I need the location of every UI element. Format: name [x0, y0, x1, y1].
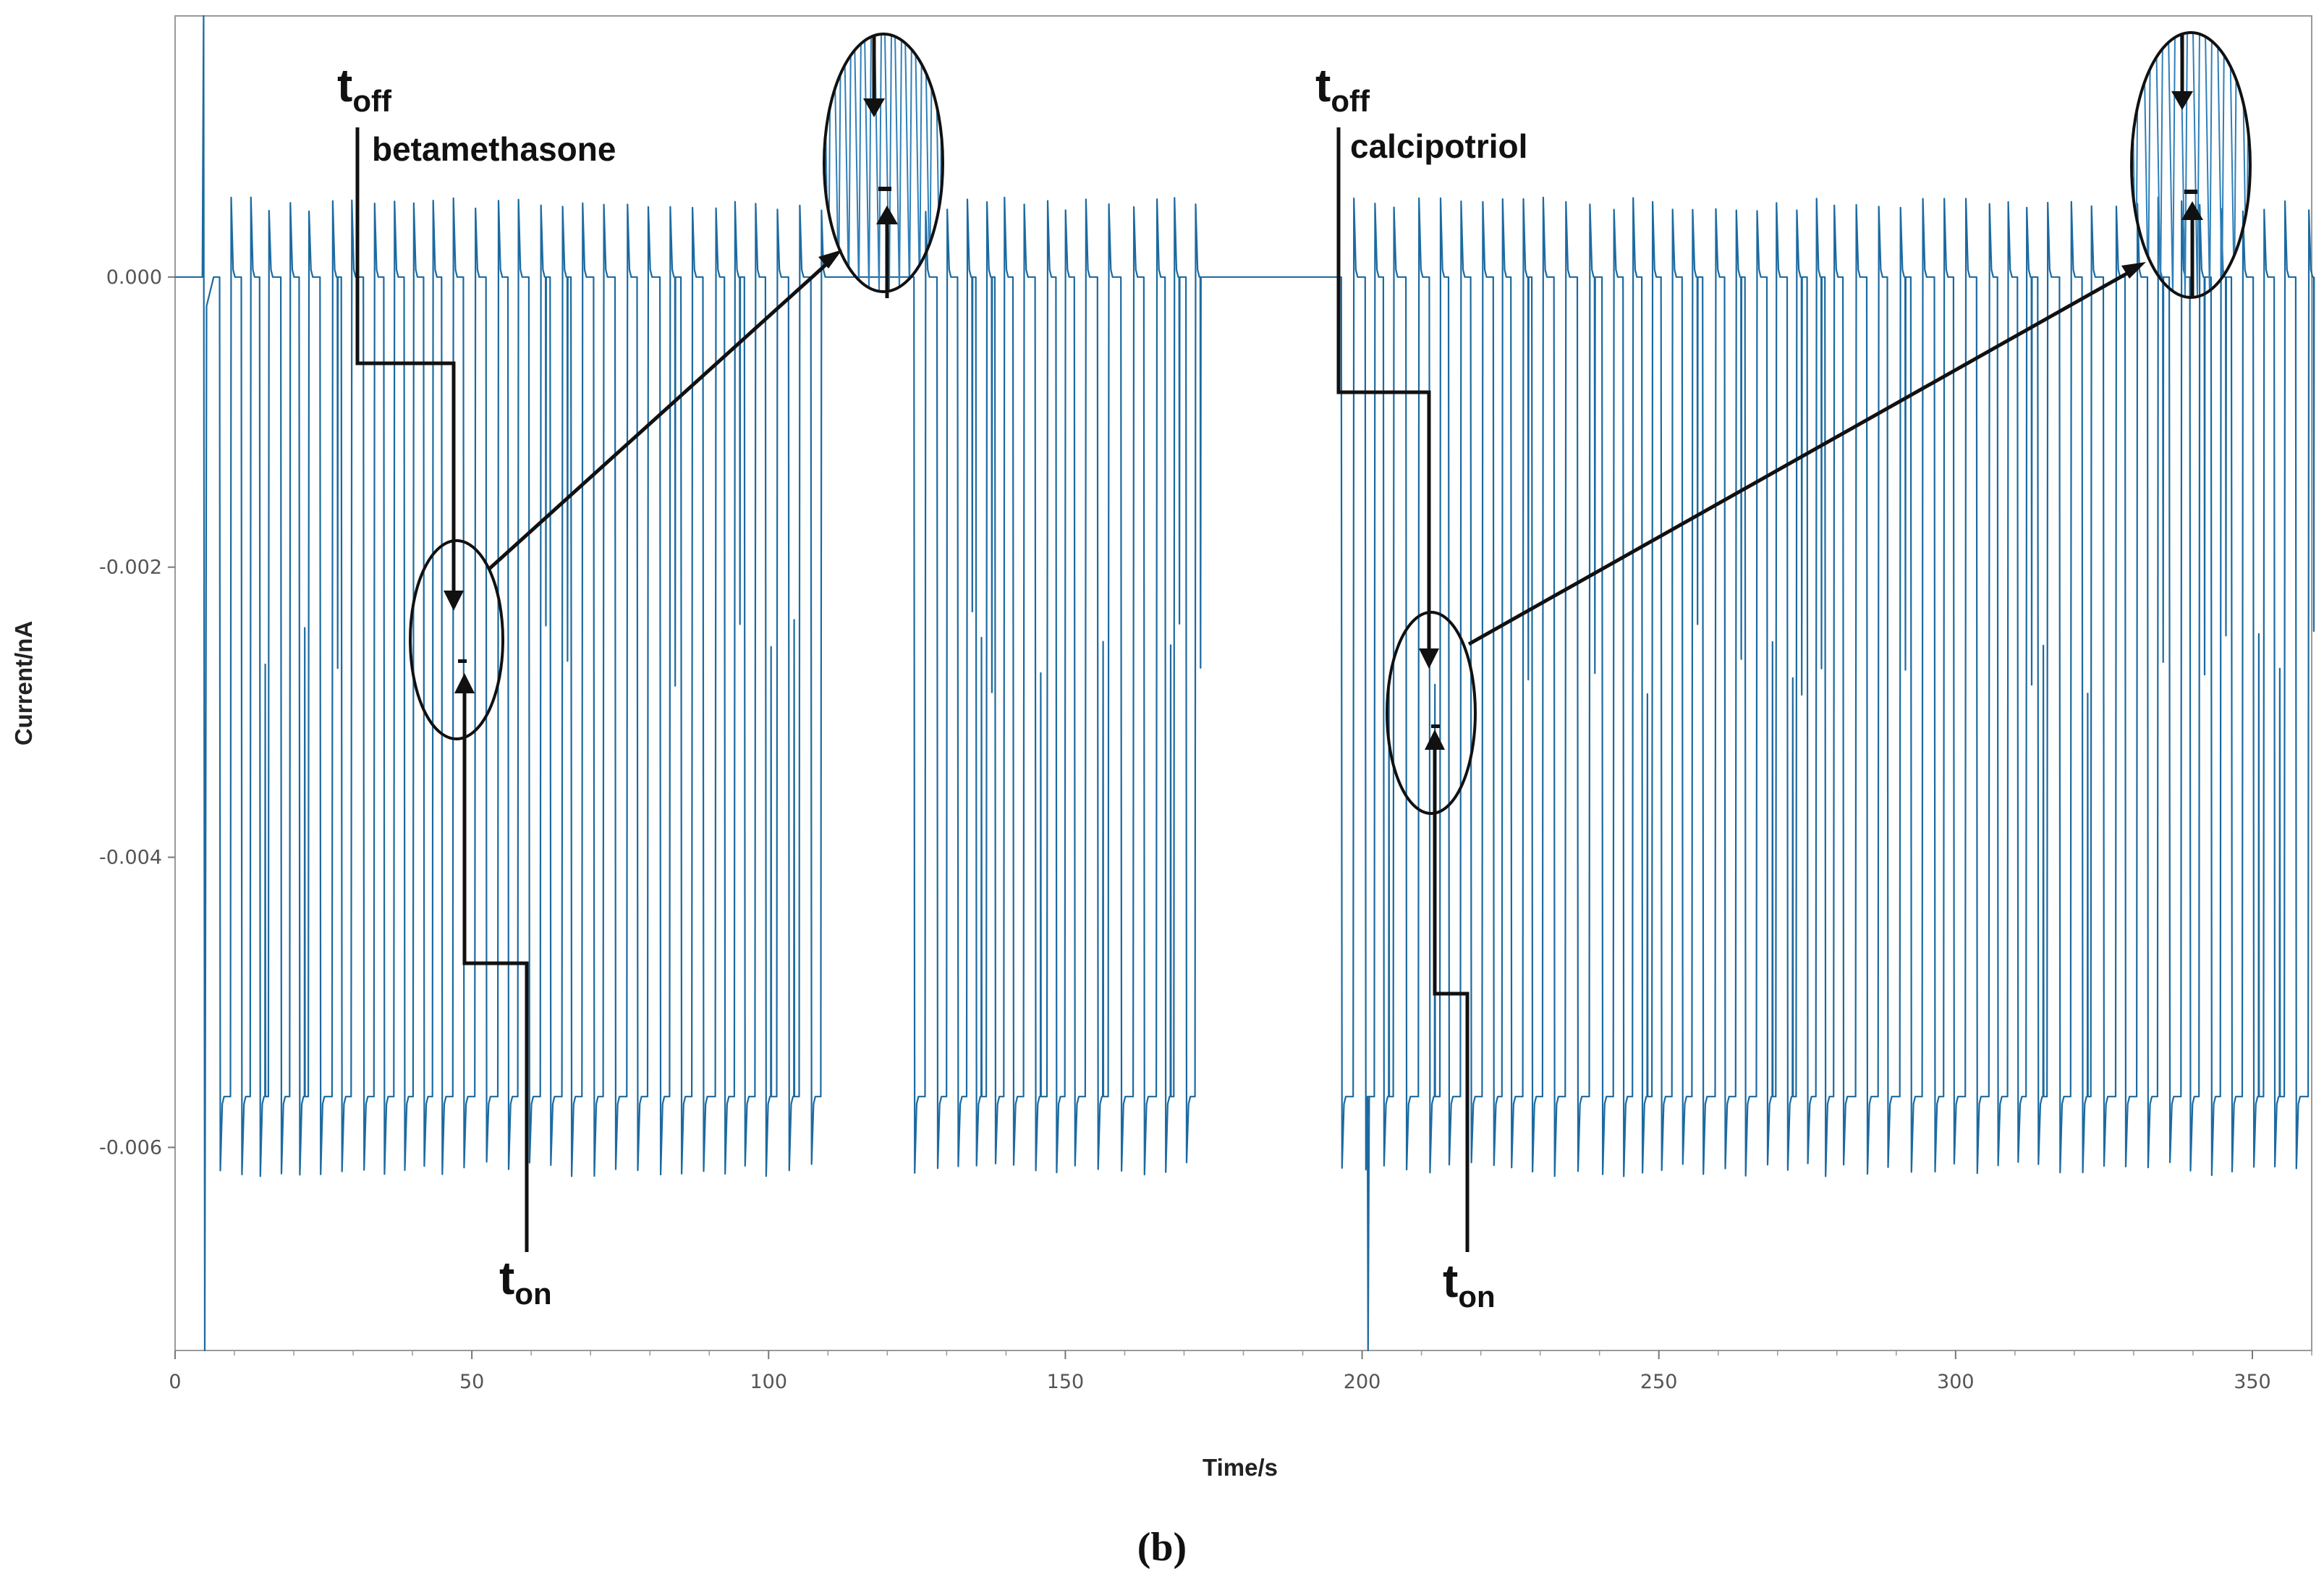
- toff-pointer-calcipotriol: [1336, 127, 1431, 661]
- zoom-connector-calcipotriol: [1467, 267, 2136, 646]
- toff-arrowhead-betamethasone: [444, 591, 464, 611]
- y-axis: 0.000 -0.002 -0.004 -0.006: [99, 266, 175, 1159]
- x-axis: 0 50 100 150 200 250 300 350: [169, 1350, 2312, 1393]
- toff-label-betamethasone: toff: [337, 59, 392, 118]
- x-tick-label: 100: [750, 1371, 788, 1393]
- ton-arrowhead-betamethasone: [454, 673, 475, 693]
- x-tick-label: 150: [1047, 1371, 1085, 1393]
- zoom-ellipse-large-betamethasone: [823, 33, 944, 293]
- x-tick-label: 50: [459, 1371, 484, 1393]
- zoom-ellipse-small-calcipotriol: [1386, 611, 1477, 815]
- zoom-ellipse-small-betamethasone: [409, 539, 504, 740]
- y-tick-label: -0.004: [99, 847, 162, 869]
- toff-label-calcipotriol: toff: [1315, 59, 1370, 118]
- x-tick-label: 250: [1640, 1371, 1678, 1393]
- zoom-toff-arrowhead-betamethasone: [863, 98, 885, 117]
- y-tick-label: -0.006: [99, 1136, 162, 1159]
- ton-label-calcipotriol: ton: [1443, 1255, 1496, 1314]
- annotation-betamethasone: toff betamethasone ton: [337, 33, 944, 1311]
- trace-layer: [175, 14, 2315, 1352]
- zoom-ton-arrowhead-calcipotriol: [2181, 201, 2203, 220]
- drug-label-calcipotriol: calcipotriol: [1350, 127, 1527, 165]
- x-tick-label: 300: [1937, 1371, 1975, 1393]
- x-tick-label: 350: [2234, 1371, 2271, 1393]
- figure-caption: (b): [1137, 1525, 1187, 1570]
- zoom-ton-arrowhead-betamethasone: [876, 206, 898, 224]
- zoom-connector-arrowhead-betamethasone: [818, 250, 842, 269]
- y-tick-label: -0.002: [99, 557, 162, 579]
- ton-arrowhead-calcipotriol: [1425, 730, 1445, 750]
- event-marker-calcipotriol: [1431, 724, 1440, 728]
- drug-label-betamethasone: betamethasone: [372, 130, 616, 168]
- toff-pointer-betamethasone: [355, 127, 456, 604]
- plot-border: [174, 15, 2312, 1351]
- zoom-connector-arrowhead-calcipotriol: [2121, 262, 2146, 279]
- ton-pointer-betamethasone: [462, 679, 529, 1252]
- x-tick-label: 200: [1344, 1371, 1381, 1393]
- zoom-toff-arrowhead-calcipotriol: [2171, 91, 2193, 110]
- x-axis-title: Time/s: [1203, 1454, 1278, 1481]
- zoom-inset-calcipotriol: [2133, 34, 2249, 296]
- ton-label-betamethasone: ton: [499, 1252, 552, 1311]
- toff-arrowhead-calcipotriol: [1419, 648, 1439, 669]
- x-tick-label: 0: [169, 1371, 181, 1393]
- zoom-trace-line: [2133, 34, 2249, 296]
- ton-pointer-calcipotriol: [1433, 735, 1470, 1252]
- y-tick-label: 0.000: [106, 266, 162, 289]
- zoom-event-marker-betamethasone: [878, 187, 891, 191]
- plot-frame: [174, 15, 2312, 1351]
- annotation-calcipotriol: toff calcipotriol ton: [1315, 31, 2252, 1314]
- current-trace-line: [175, 14, 2315, 1352]
- y-axis-title: Current/nA: [10, 621, 37, 745]
- zoom-ellipse-large-calcipotriol: [2130, 31, 2252, 299]
- zoom-connector-betamethasone: [487, 258, 834, 571]
- zoom-event-marker-calcipotriol: [2184, 190, 2197, 194]
- event-marker-betamethasone: [458, 659, 467, 663]
